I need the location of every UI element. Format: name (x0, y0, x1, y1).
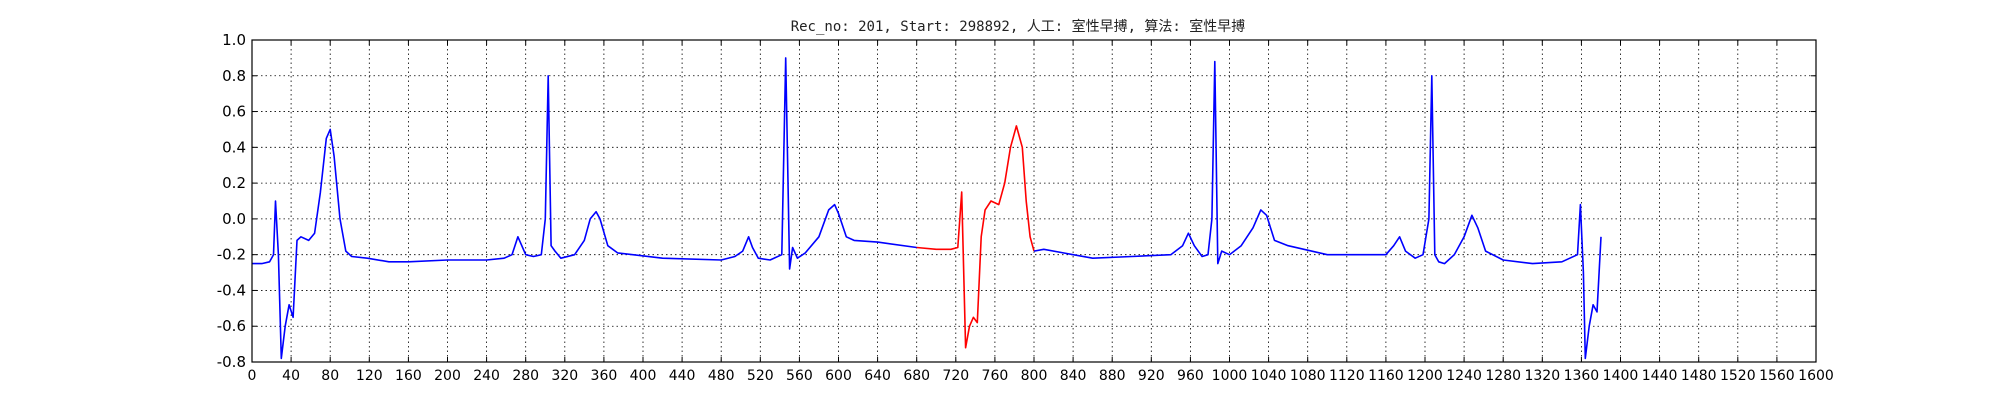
x-tick-label: 240 (473, 368, 500, 384)
x-tick-label: 200 (434, 368, 461, 384)
y-tick-label: -0.8 (217, 353, 246, 371)
y-tick-label: -0.6 (217, 317, 246, 335)
x-axis-ticks: 0 40 80 120 160 200 240 280 320 360 400 440 480 520 56… (248, 40, 1834, 384)
x-tick-label: 280 (512, 368, 539, 384)
x-tick-label: 960 (1177, 368, 1204, 384)
x-tick-label: 1440 (1642, 368, 1678, 384)
x-tick-label: 1000 (1212, 368, 1248, 384)
x-tick-label: 1520 (1720, 368, 1756, 384)
x-tick-label: 1280 (1485, 368, 1521, 384)
x-tick-label: 1360 (1564, 368, 1600, 384)
x-tick-label: 600 (825, 368, 852, 384)
y-tick-label: 1.0 (222, 31, 246, 49)
x-tick-label: 320 (551, 368, 578, 384)
y-tick-label: 0.6 (222, 103, 246, 121)
x-tick-label: 760 (982, 368, 1009, 384)
chart-title: Rec_no: 201, Start: 298892, 人工: 室性早搏, 算法… (791, 18, 1246, 35)
x-tick-label: 800 (1021, 368, 1048, 384)
x-tick-label: 1560 (1759, 368, 1795, 384)
ecg-trace-segment-2 (916, 125, 1035, 349)
x-tick-label: 160 (395, 368, 422, 384)
x-tick-label: 360 (591, 368, 618, 384)
x-tick-label: 480 (708, 368, 735, 384)
y-tick-label: -0.2 (217, 246, 246, 264)
ecg-trace-segment-1 (252, 57, 917, 360)
x-tick-label: 1600 (1798, 368, 1834, 384)
grid (251, 39, 1817, 363)
x-tick-label: 1160 (1368, 368, 1404, 384)
x-tick-label: 560 (786, 368, 813, 384)
x-tick-label: 400 (630, 368, 657, 384)
x-tick-label: 80 (321, 368, 339, 384)
x-tick-label: 1240 (1446, 368, 1482, 384)
y-tick-label: 0.0 (222, 210, 246, 228)
x-tick-label: 720 (942, 368, 969, 384)
y-tick-label: 0.8 (222, 67, 246, 85)
x-tick-label: 520 (747, 368, 774, 384)
x-tick-label: 640 (864, 368, 891, 384)
x-tick-label: 1120 (1329, 368, 1365, 384)
x-tick-label: 1480 (1681, 368, 1717, 384)
x-tick-label: 1320 (1524, 368, 1560, 384)
x-tick-label: 840 (1060, 368, 1087, 384)
x-tick-label: 440 (669, 368, 696, 384)
x-tick-label: 1040 (1251, 368, 1287, 384)
x-tick-label: 120 (356, 368, 383, 384)
series-group (252, 57, 1602, 360)
x-tick-label: 40 (282, 368, 300, 384)
x-tick-label: 1400 (1603, 368, 1639, 384)
y-tick-label: 0.2 (222, 174, 246, 192)
x-tick-label: 0 (248, 368, 257, 384)
y-tick-label: 0.4 (222, 138, 246, 156)
x-tick-label: 1080 (1290, 368, 1326, 384)
x-tick-label: 920 (1138, 368, 1165, 384)
y-tick-label: -0.4 (217, 281, 246, 299)
y-axis-ticks: -0.8 -0.6 -0.4 -0.2 0.0 0.2 0.4 0.6 0.8 1.0 (217, 31, 1816, 371)
x-tick-label: 680 (903, 368, 930, 384)
x-tick-label: 1200 (1407, 368, 1443, 384)
x-tick-label: 880 (1099, 368, 1126, 384)
plot-frame (251, 39, 1817, 363)
ecg-trace-segment-3 (1033, 60, 1602, 360)
